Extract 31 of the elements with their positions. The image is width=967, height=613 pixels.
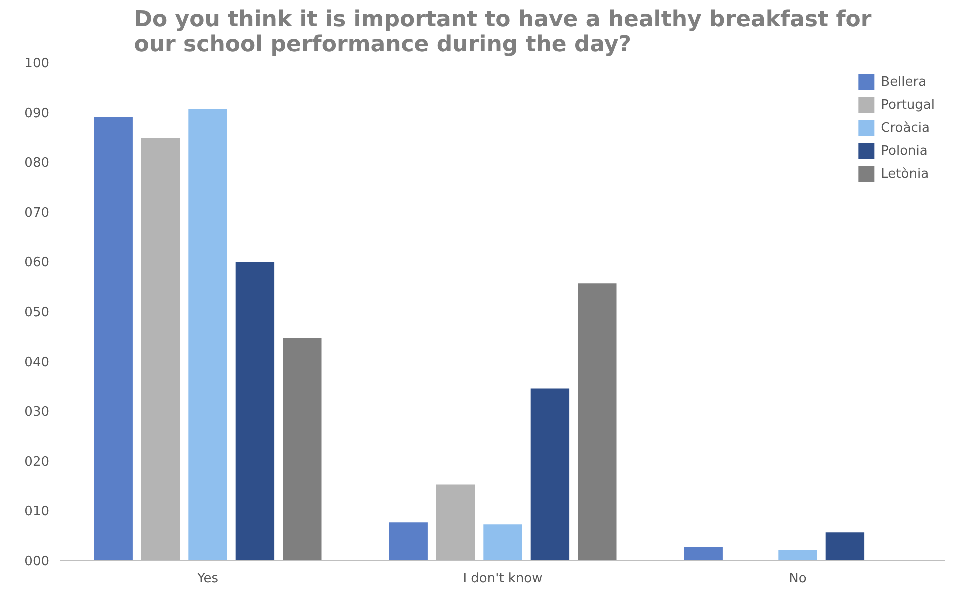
x-tick-label: No (789, 572, 807, 586)
bar (94, 117, 133, 560)
legend-label: Bellera (881, 74, 927, 90)
bar (236, 262, 275, 560)
y-tick-label: 090 (24, 106, 50, 122)
y-tick-label: 050 (24, 306, 50, 320)
bar (826, 532, 865, 560)
y-tick-label: 010 (24, 504, 50, 520)
bar (578, 284, 617, 560)
y-tick-label: 040 (24, 355, 50, 370)
x-tick-label: I don't know (463, 572, 544, 586)
bar (778, 550, 818, 560)
y-tick-label: 030 (24, 405, 50, 420)
y-tick-label: 060 (24, 256, 50, 271)
legend-label: Polonia (881, 144, 928, 158)
y-tick-label: 000 (24, 554, 50, 570)
legend-label: Portugal (881, 98, 935, 112)
y-tick-label: 100 (24, 56, 50, 72)
bar (389, 522, 428, 560)
bar (484, 524, 522, 560)
y-tick-label: 020 (24, 454, 50, 470)
x-tick-label: Yes (196, 572, 219, 586)
bar (283, 338, 322, 560)
bar (684, 548, 723, 560)
legend-label: Letònia (881, 166, 930, 182)
y-tick-label: 080 (24, 156, 50, 172)
chart-title: Do you think it is important to have a healthy breakfast for our school performance during the day? (134, 8, 872, 58)
bar (530, 388, 570, 560)
y-tick-label: 070 (24, 206, 50, 221)
bar (188, 109, 228, 560)
legend-label: Croàcia (881, 120, 930, 136)
